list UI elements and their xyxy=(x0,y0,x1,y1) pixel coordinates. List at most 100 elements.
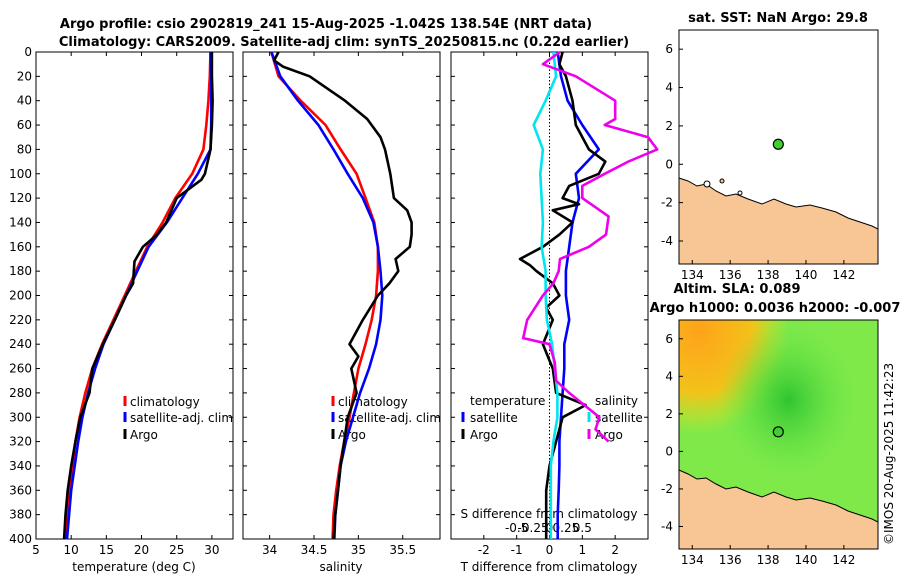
map-y-tick-label: 0 xyxy=(665,157,673,171)
legend-s-argo: Argo xyxy=(595,428,623,442)
difference-series-t-argo xyxy=(518,51,607,539)
map-y-tick-label: -2 xyxy=(661,196,673,210)
legend-satellite-adj: satellite-adj. clim xyxy=(338,411,441,425)
difference-series-s-satellite xyxy=(532,51,559,539)
difference-series-t-satellite xyxy=(556,51,601,539)
x-tick-label: 5 xyxy=(32,543,40,557)
temperature-xlabel: temperature (deg C) xyxy=(72,560,195,574)
y-tick-label: 400 xyxy=(9,532,32,546)
temperature-legend: climatology satellite-adj. clim Argo xyxy=(123,395,233,442)
x-tick-label: 0 xyxy=(546,543,554,557)
argo-location-marker xyxy=(772,138,784,150)
x-tick-label: 34 xyxy=(262,543,277,557)
map-y-tick-label: -2 xyxy=(661,482,673,496)
temperature-series-argo xyxy=(62,52,214,540)
y-tick-label: 280 xyxy=(9,386,32,400)
map-x-tick-label: 134 xyxy=(681,553,704,567)
x-tick-label: 35 xyxy=(351,543,366,557)
salinity-series-climatology xyxy=(270,51,380,540)
map-x-tick-label: 134 xyxy=(681,268,704,282)
s-tick-label: 0.5 xyxy=(573,521,592,535)
sla-map-title-line1: Altim. SLA: 0.089 xyxy=(674,282,801,297)
island-icon xyxy=(703,180,711,188)
temperature-axes-box xyxy=(35,51,234,540)
sla-map: Altim. SLA: 0.089 Argo h1000: 0.0036 h20… xyxy=(650,282,900,550)
map-y-tick-label: 0 xyxy=(665,444,673,458)
y-tick-label: 120 xyxy=(9,191,32,205)
difference-marks: -2 -1 0 1 2-0.5-0.250 0.250.5 xyxy=(451,50,659,557)
salinity-series-argo xyxy=(272,51,413,540)
s-tick-label: -0.25 xyxy=(518,521,549,535)
y-tick-label: 220 xyxy=(9,313,32,327)
temperature-series-climatology xyxy=(65,51,212,540)
salinity-panel: salinity xyxy=(242,51,441,574)
dynamic-chart-layer: 5 10 15 20 25 3002040608010012014016018020022… xyxy=(9,42,855,567)
x-tick-label: 30 xyxy=(204,543,219,557)
y-tick-label: 260 xyxy=(9,362,32,376)
island-icon xyxy=(737,190,743,196)
map-x-tick-label: 142 xyxy=(832,553,855,567)
map-y-tick-label: 4 xyxy=(665,81,673,95)
imos-timestamp: ©IMOS 20-Aug-2025 11:42:23 xyxy=(882,363,896,545)
legend-argo: Argo xyxy=(130,428,158,442)
map-y-tick-label: 6 xyxy=(665,42,673,56)
salinity-marks: 34 34.5 35 35.5 xyxy=(243,51,440,557)
map-x-tick-label: 140 xyxy=(795,553,818,567)
map-x-tick-label: 142 xyxy=(832,268,855,282)
legend-climatology: climatology xyxy=(130,395,200,409)
y-tick-label: 80 xyxy=(17,142,32,156)
sla-land-mass xyxy=(678,469,879,550)
sst-land-mass xyxy=(678,177,879,265)
y-tick-label: 340 xyxy=(9,459,32,473)
y-tick-label: 300 xyxy=(9,410,32,424)
legend-argo: Argo xyxy=(338,428,366,442)
map-y-tick-label: 4 xyxy=(665,369,673,383)
y-tick-label: 60 xyxy=(17,118,32,132)
x-tick-label: 35.5 xyxy=(389,543,416,557)
map-y-tick-label: 2 xyxy=(665,407,673,421)
sla-map-frame xyxy=(678,319,879,550)
x-tick-label: -1 xyxy=(511,543,523,557)
s-tick-label: 0.25 xyxy=(553,521,580,535)
temperature-panel: temperature (deg C) xyxy=(35,51,234,574)
sst-map-frame xyxy=(678,29,879,265)
temperature-series-satellite-adj-clim xyxy=(65,51,213,540)
y-tick-label: 320 xyxy=(9,435,32,449)
sst-map: sat. SST: NaN Argo: 29.8 xyxy=(678,11,879,265)
y-tick-label: 20 xyxy=(17,69,32,83)
map-x-tick-label: 138 xyxy=(757,553,780,567)
map-y-tick-label: -4 xyxy=(661,519,673,533)
sst-map-axes: 134 136 138 140 142 6 4 2 0 -2 -4 xyxy=(661,42,855,282)
s-diff-xlabel: S difference from climatology xyxy=(461,507,638,521)
map-x-tick-label: 140 xyxy=(795,268,818,282)
y-tick-label: 40 xyxy=(17,94,32,108)
sst-map-title: sat. SST: NaN Argo: 29.8 xyxy=(688,11,868,26)
sla-map-title-line2: Argo h1000: 0.0036 h2000: -0.007 xyxy=(650,301,900,316)
figure-title-line2: Climatology: CARS2009. Satellite-adj cli… xyxy=(59,35,629,50)
legend-salinity-title: salinity xyxy=(595,394,638,408)
y-tick-label: 200 xyxy=(9,289,32,303)
y-tick-label: 240 xyxy=(9,337,32,351)
x-tick-label: 15 xyxy=(99,543,114,557)
x-tick-label: 10 xyxy=(64,543,79,557)
map-y-tick-label: 6 xyxy=(665,332,673,346)
map-x-tick-label: 136 xyxy=(719,268,742,282)
x-tick-label: 1 xyxy=(579,543,587,557)
legend-climatology: climatology xyxy=(338,395,408,409)
legend-satellite-adj: satellite-adj. clim xyxy=(130,411,233,425)
salinity-xlabel: salinity xyxy=(319,560,362,574)
map-x-tick-label: 138 xyxy=(757,268,780,282)
temperature-marks: 5 10 15 20 25 3002040608010012014016018020022… xyxy=(9,45,233,557)
x-tick-label: 34.5 xyxy=(301,543,328,557)
legend-t-argo: Argo xyxy=(470,428,498,442)
map-y-tick-label: 2 xyxy=(665,119,673,133)
y-tick-label: 380 xyxy=(9,508,32,522)
y-tick-label: 140 xyxy=(9,215,32,229)
x-tick-label: 2 xyxy=(611,543,619,557)
legend-s-satellite: satellite xyxy=(595,411,643,425)
legend-temperature-title: temperature xyxy=(470,394,545,408)
island-icon xyxy=(719,178,725,184)
s-tick-label: -0.5 xyxy=(505,521,528,535)
x-tick-label: 25 xyxy=(169,543,184,557)
